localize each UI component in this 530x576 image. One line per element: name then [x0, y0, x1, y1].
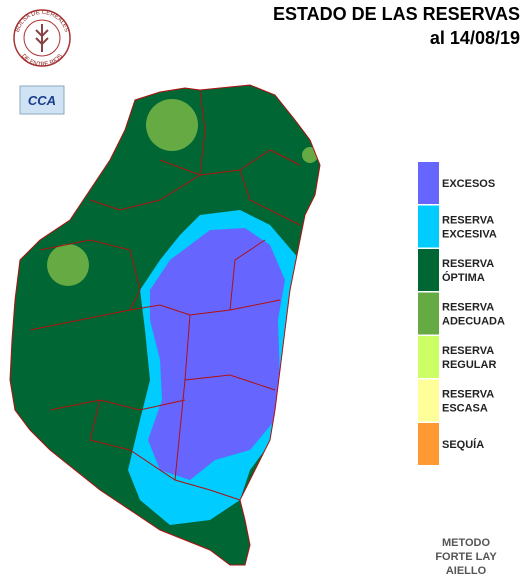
legend-label: RESERVA [442, 389, 494, 401]
legend-swatch [418, 292, 439, 335]
legend-swatch [418, 379, 439, 422]
footer: METODO FORTE LAY AIELLO [435, 537, 497, 576]
legend-swatch [418, 249, 439, 291]
legend-swatch [418, 336, 439, 378]
map [9, 84, 321, 566]
method-text: METODO [442, 537, 491, 549]
legend-label: SEQUÍA [442, 438, 484, 451]
legend-label: EXCESIVA [442, 229, 497, 241]
method-text: AIELLO [446, 565, 487, 576]
legend-label: EXCESOS [442, 178, 495, 190]
legend-label: RESERVA [442, 345, 494, 357]
legend-label: RESERVA [442, 215, 494, 227]
legend: EXCESOSRESERVAEXCESIVARESERVAÓPTIMARESER… [418, 162, 505, 465]
date: al 14/08/19 [430, 28, 520, 48]
logo-bolsa: BOLSA DE CEREALES DE ENTRE RIOS [13, 9, 71, 68]
legend-swatch [418, 423, 439, 465]
logo-cca: CCA [19, 85, 65, 115]
legend-label: ADECUADA [442, 316, 505, 328]
legend-label: ÓPTIMA [442, 271, 485, 284]
adequate-area [146, 99, 198, 151]
legend-label: RESERVA [442, 302, 494, 314]
legend-label: REGULAR [442, 359, 496, 371]
legend-swatch [418, 162, 439, 204]
legend-swatch [418, 205, 439, 248]
legend-label: RESERVA [442, 258, 494, 270]
department-borders [9, 84, 321, 566]
title: ESTADO DE LAS RESERVAS [273, 4, 520, 24]
excess-area [148, 228, 285, 480]
adequate-area [47, 244, 89, 286]
logo-cca-text: CCA [28, 93, 56, 108]
method-text: FORTE LAY [435, 551, 497, 563]
legend-label: ESCASA [442, 403, 488, 415]
